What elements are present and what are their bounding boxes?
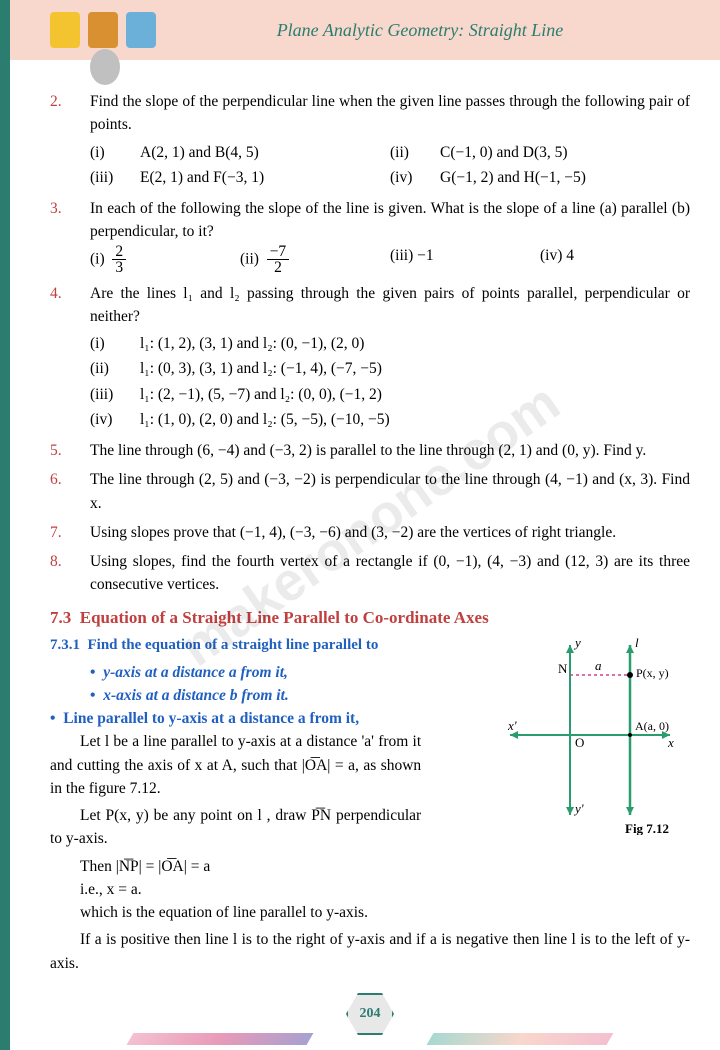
sub-label: (iii) [90,383,140,406]
sub-value: l₁: (2, −1), (5, −7) and l₂: (0, 0), (−1… [140,383,690,406]
sub-value: l₁: (0, 3), (3, 1) and l₂: (−1, 4), (−7,… [140,357,690,380]
sub-label: (iv) [90,408,140,431]
subsection-number: 7.3.1 [50,637,80,653]
q-text: Using slopes prove that (−1, 4), (−3, −6… [90,521,690,544]
sub-value: G(−1, 2) and H(−1, −5) [440,166,690,189]
svg-text:A(a, 0): A(a, 0) [635,719,669,733]
q3-prompt: In each of the following the slope of th… [90,200,690,240]
sub-value: A(2, 1) and B(4, 5) [140,141,390,164]
svg-text:y': y' [573,801,584,816]
sub-label: (i) [90,250,105,267]
svg-text:x: x [667,735,674,750]
calculator-icon [50,12,80,48]
question-6: 6.The line through (2, 5) and (−3, −2) i… [50,468,690,515]
sub-value: l₁: (1, 2), (3, 1) and l₂: (0, −1), (2, … [140,332,690,355]
sub-value: (iv) 4 [540,244,690,276]
svg-text:Fig 7.12: Fig 7.12 [625,821,669,835]
q-text: The line through (6, −4) and (−3, 2) is … [90,439,690,462]
question-2: 2. Find the slope of the perpendicular l… [50,90,690,191]
svg-text:x': x' [507,718,517,733]
left-column: • y-axis at a distance a from it, • x-ax… [50,661,421,925]
sub-label: (ii) [390,141,440,164]
sub-value: E(2, 1) and F(−3, 1) [140,166,390,189]
paragraph: If a is positive then line l is to the r… [50,928,690,975]
q2-prompt: Find the slope of the perpendicular line… [90,93,690,133]
q-number: 2. [50,90,90,191]
paragraph: Let P(x, y) be any point on l , draw P͞N… [50,804,421,851]
question-7: 7.Using slopes prove that (−1, 4), (−3, … [50,521,690,544]
content-body: 2. Find the slope of the perpendicular l… [10,60,720,985]
question-5: 5.The line through (6, −4) and (−3, 2) i… [50,439,690,462]
sub-value: (iii) −1 [390,244,540,276]
sub-label: (ii) [90,357,140,380]
header-icons [48,10,168,80]
sub-label: (i) [90,141,140,164]
q-number: 7. [50,521,90,544]
question-3: 3. In each of the following the slope of… [50,197,690,276]
paragraph: Then |N͞P| = |O͞A| = a [50,855,421,878]
page-footer: 204 [10,990,720,1050]
sub-label: (iv) [390,166,440,189]
q-number: 3. [50,197,90,276]
svg-text:l: l [635,635,639,650]
subsection-title: Find the equation of a straight line par… [88,637,379,653]
figure-7-12: y y' x x' l a O N P(x, y) A(a, 0) Fig 7.… [500,635,680,835]
svg-text:a: a [595,658,602,673]
section-title: Equation of a Straight Line Parallel to … [80,608,489,627]
section-heading: 7.3 Equation of a Straight Line Parallel… [50,605,690,631]
bullet-heading: • Line parallel to y-axis at a distance … [50,707,421,730]
q-number: 5. [50,439,90,462]
page-number: 204 [346,993,394,1035]
sub-label: (iii) [90,166,140,189]
paragraph: i.e., x = a. [50,878,421,901]
q-text: The line through (2, 5) and (−3, −2) is … [90,468,690,515]
q4-prompt: Are the lines l₁ and l₂ passing through … [90,285,690,325]
q-text: Using slopes, find the fourth vertex of … [90,550,690,597]
bullet-item: • y-axis at a distance a from it, [90,661,421,684]
page: makeronone.com Plane Analytic Geometry: … [0,0,720,1050]
q-number: 8. [50,550,90,597]
chapter-title: Plane Analytic Geometry: Straight Line [277,20,564,41]
question-8: 8.Using slopes, find the fourth vertex o… [50,550,690,597]
q-text: In each of the following the slope of th… [90,197,690,276]
svg-text:y: y [573,635,581,650]
bullet-item: • x-axis at a distance b from it. [90,684,421,707]
fraction: −72 [267,244,290,276]
q-text: Are the lines l₁ and l₂ passing through … [90,282,690,434]
section-number: 7.3 [50,608,71,627]
paragraph: Let l be a line parallel to y-axis at a … [50,730,421,800]
q-text: Find the slope of the perpendicular line… [90,90,690,191]
diagram-svg: y y' x x' l a O N P(x, y) A(a, 0) Fig 7.… [500,635,680,835]
footer-stripe-right [427,1033,614,1045]
svg-text:O: O [575,735,584,750]
question-4: 4. Are the lines l₁ and l₂ passing throu… [50,282,690,434]
q-number: 4. [50,282,90,434]
footer-stripe-left [127,1033,314,1045]
sub-value: C(−1, 0) and D(3, 5) [440,141,690,164]
fraction: 23 [112,244,126,276]
paragraph: which is the equation of line parallel t… [50,901,421,924]
sub-value: l₁: (1, 0), (2, 0) and l₂: (5, −5), (−10… [140,408,690,431]
ruler-icon [88,12,118,48]
page-header: Plane Analytic Geometry: Straight Line [10,0,720,60]
triangle-icon [126,12,156,48]
sub-label: (ii) [240,250,259,267]
compass-icon [90,49,120,85]
svg-text:P(x, y): P(x, y) [636,666,669,680]
sub-label: (i) [90,332,140,355]
svg-text:N: N [558,661,568,676]
q-number: 6. [50,468,90,515]
